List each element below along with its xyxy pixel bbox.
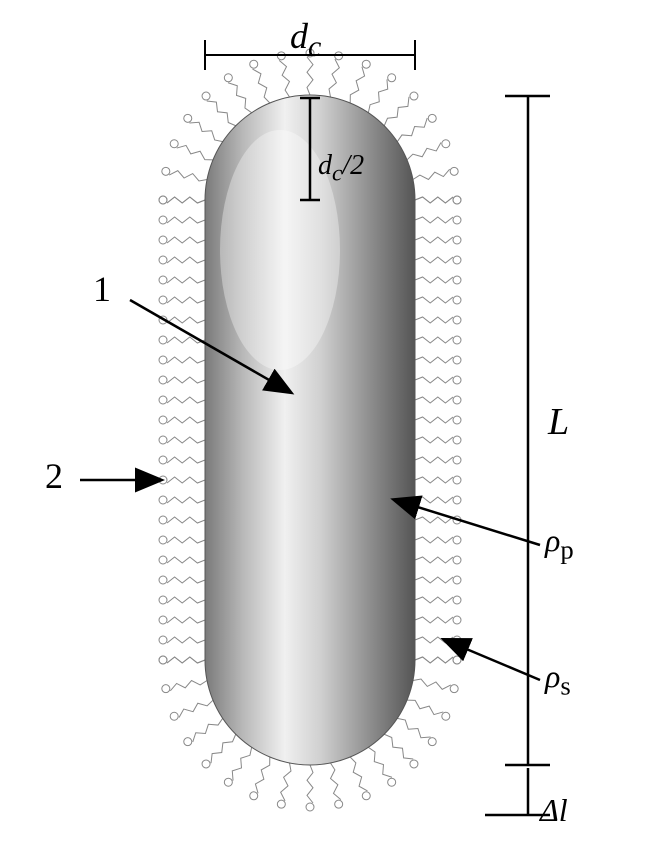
dc2-sub: c (332, 161, 342, 187)
delta-l-label: Δl (540, 792, 568, 829)
L-dimension (505, 96, 550, 765)
dc-sub: c (308, 30, 321, 63)
dc-half-label: dc/2 (318, 150, 364, 188)
dc-label: dc (290, 15, 321, 64)
rho-p-sub: p (560, 534, 573, 564)
diagram-container: dc dc/2 L ρp ρs Δl 1 2 (0, 0, 654, 865)
label-2: 2 (45, 455, 63, 497)
label-1-text: 1 (93, 269, 111, 309)
rho-s-sub: s (560, 670, 570, 700)
dc2-text: d (318, 150, 332, 181)
label-1: 1 (93, 268, 111, 310)
dc-text: d (290, 16, 308, 56)
rho-s-text: ρ (545, 658, 560, 694)
dc2-suffix: /2 (342, 150, 364, 181)
rho-s-arrow (445, 640, 540, 680)
L-text: L (548, 401, 569, 443)
label-2-text: 2 (45, 456, 63, 496)
rho-p-arrow (395, 500, 540, 545)
rho-p-text: ρ (545, 522, 560, 558)
rho-p-label: ρp (545, 522, 574, 565)
delta-l-text: Δl (540, 792, 568, 828)
L-label: L (548, 400, 569, 444)
rho-s-label: ρs (545, 658, 571, 701)
